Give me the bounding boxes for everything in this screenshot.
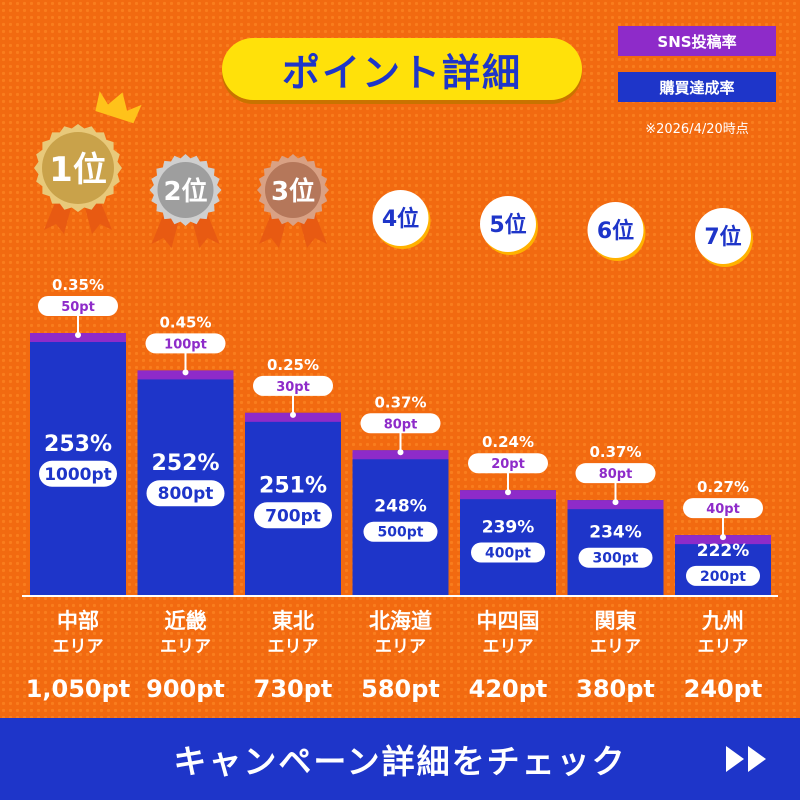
purchase-points-label: 700pt [265, 506, 321, 526]
sns-points-label: 80pt [599, 467, 633, 482]
purchase-rate-label: 222% [697, 541, 750, 561]
ribbon-right [299, 214, 327, 248]
purchase-points-pill [146, 480, 225, 507]
sns-rate-label: 0.37% [374, 393, 426, 411]
category-sub: エリア [268, 637, 319, 657]
total-points-label: 240pt [684, 675, 763, 703]
purchase-rate-label: 252% [152, 451, 220, 476]
sns-connector-dot [720, 534, 726, 541]
sns-points-label: 40pt [706, 502, 740, 517]
category-sub: エリア [698, 637, 749, 657]
purchase-points-pill [686, 565, 760, 586]
sns-points-pill [575, 463, 656, 484]
campaign-cta-bar[interactable]: キャンペーン詳細をチェック [0, 718, 800, 800]
sns-connector-dot [290, 411, 296, 418]
purchase-points-pill [254, 502, 332, 529]
rank-label: 7位 [704, 224, 741, 250]
rank-label: 5位 [489, 212, 526, 238]
sns-points-label: 100pt [164, 337, 207, 352]
rank-badge [695, 208, 751, 264]
sns-rate-label: 0.27% [697, 478, 749, 496]
purchase-points-label: 1000pt [44, 465, 112, 485]
rank-badge [372, 190, 429, 246]
sns-rate-label: 0.37% [589, 443, 641, 461]
category-name: 北海道 [369, 609, 432, 633]
purchase-rate-label: 239% [482, 518, 535, 538]
crown-icon [95, 91, 142, 124]
purchase-points-label: 200pt [700, 569, 746, 585]
sns-points-pill [360, 413, 441, 434]
sns-connector-dot [397, 449, 404, 456]
purchase-points-label: 500pt [378, 525, 424, 541]
page-title: ポイント詳細 [222, 38, 582, 100]
category-sub: エリア [590, 637, 641, 657]
medal-icon [157, 162, 214, 218]
purchase-points-pill [39, 460, 117, 487]
purchase-rate-label: 253% [44, 432, 112, 457]
purchase-rate-label: 234% [589, 523, 642, 543]
double-arrow-icon[interactable] [726, 746, 766, 772]
sns-rate-label: 0.24% [482, 433, 534, 451]
sns-connector-dot [612, 499, 619, 506]
category-name: 中部 [57, 609, 99, 633]
bar-purchase [567, 500, 664, 595]
category-sub: エリア [160, 637, 211, 657]
ribbon-left [151, 214, 180, 248]
ribbon-right [191, 214, 220, 248]
purchase-points-pill [363, 521, 438, 542]
rank-label: 3位 [271, 176, 315, 207]
purchase-rate-label: 251% [259, 473, 327, 498]
legend-purchase: 購買達成率 [618, 72, 776, 102]
rank-label: 4位 [382, 206, 419, 232]
campaign-cta-label[interactable]: キャンペーン詳細をチェック [173, 742, 627, 781]
sns-points-label: 30pt [276, 380, 310, 395]
purchase-rate-label: 248% [374, 497, 427, 517]
sns-rate-label: 0.45% [159, 313, 211, 331]
category-sub: エリア [53, 637, 104, 657]
sns-points-pill [253, 375, 333, 396]
rank-badge [587, 202, 644, 258]
category-name: 関東 [595, 609, 637, 633]
medal-icon [42, 132, 114, 204]
purchase-points-label: 800pt [158, 484, 214, 504]
category-name: 近畿 [165, 609, 207, 633]
sns-connector-dot [182, 369, 189, 376]
category-sub: エリア [375, 637, 426, 657]
purchase-points-label: 400pt [485, 546, 531, 562]
sns-points-pill [145, 333, 226, 354]
total-points-label: 380pt [576, 675, 655, 703]
category-sub: エリア [483, 637, 534, 657]
total-points-label: 900pt [146, 675, 225, 703]
medal-icon [265, 162, 321, 218]
date-note: ※2026/4/20時点 [645, 122, 749, 137]
sns-rate-label: 0.35% [52, 276, 104, 294]
purchase-points-pill [578, 547, 653, 568]
purchase-points-pill [471, 542, 545, 563]
rank-label: 1位 [49, 150, 107, 190]
total-points-label: 1,050pt [26, 675, 131, 703]
sns-points-label: 20pt [491, 457, 525, 472]
total-points-label: 730pt [254, 675, 333, 703]
sns-points-label: 50pt [61, 300, 95, 315]
legend-sns: SNS投稿率 [618, 26, 776, 56]
purchase-points-label: 300pt [593, 551, 639, 567]
rank-label: 2位 [163, 176, 207, 207]
sns-rate-label: 0.25% [267, 356, 319, 374]
sns-points-label: 80pt [384, 417, 418, 432]
sns-connector-dot [75, 332, 81, 338]
sns-points-pill [38, 296, 118, 316]
rank-badge [480, 196, 536, 252]
total-points-label: 420pt [469, 675, 548, 703]
ribbon-left [259, 214, 287, 248]
category-name: 九州 [701, 609, 744, 633]
total-points-label: 580pt [361, 675, 440, 703]
sns-points-pill [683, 498, 763, 519]
sns-points-pill [468, 453, 548, 474]
sns-connector-dot [505, 489, 511, 496]
category-name: 東北 [272, 609, 314, 633]
rank-label: 6位 [597, 218, 634, 244]
category-name: 中四国 [477, 609, 540, 633]
